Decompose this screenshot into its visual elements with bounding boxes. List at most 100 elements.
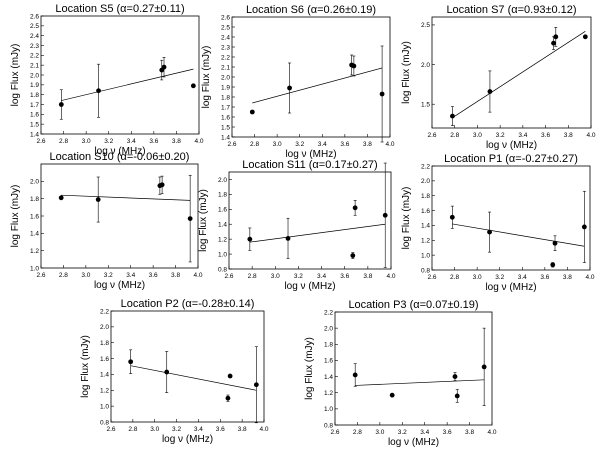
x-tick-label: 3.4 <box>420 429 429 436</box>
x-tick-label: 3.2 <box>295 141 304 148</box>
x-axis-label: log ν (MHz) <box>284 281 335 292</box>
y-tick-label: 2.0 <box>30 72 39 79</box>
data-point <box>553 34 559 40</box>
data-point <box>582 34 588 40</box>
panel-title-alpha: (α=0.93±0.12) <box>508 4 577 16</box>
y-tick-label: 2.2 <box>100 308 109 315</box>
data-point <box>382 212 388 218</box>
data-point <box>249 109 255 115</box>
x-tick-label: 2.8 <box>59 138 68 145</box>
x-tick-label: 3.6 <box>340 273 349 280</box>
x-tick-label: 4.0 <box>586 132 595 139</box>
x-tick-label: 3.0 <box>473 274 482 281</box>
data-point <box>190 83 196 89</box>
plot-frame <box>110 310 265 423</box>
y-axis-label: log Flux (mJy) <box>401 187 412 250</box>
y-tick-label: 2.2 <box>324 309 333 316</box>
x-tick-label: 2.6 <box>224 273 233 280</box>
panel-title-alpha: (α=0.27±0.11) <box>117 3 185 15</box>
panel-3: Location S7 (α=0.93±0.12) 2.6 2.8 3.0 3.2 3.4… <box>401 4 596 151</box>
x-axis-label: log ν (MHz) <box>94 146 145 157</box>
x-tick-label: 4.0 <box>193 272 202 279</box>
x-tick-label: 4.0 <box>385 141 394 148</box>
y-tick-label: 2.0 <box>218 177 227 184</box>
data-point <box>287 85 292 91</box>
y-tick-label: 0.8 <box>218 266 227 273</box>
x-tick-label: 3.2 <box>495 274 504 281</box>
y-tick-label: 1.7 <box>221 104 230 111</box>
y-tick-label: 2.2 <box>421 163 430 170</box>
panel-8: Location P3 (α=0.07±0.19) 2.6 2.8 3.0 3.2 3.4… <box>304 299 497 448</box>
data-point <box>450 113 455 119</box>
x-tick-label: 3.4 <box>127 138 136 145</box>
plot-frame <box>334 311 493 426</box>
panel-title: Location S6 (α=0.26±0.19) <box>246 4 376 16</box>
y-tick-label: 1.2 <box>30 248 39 255</box>
y-tick-label: 1.8 <box>100 340 109 347</box>
x-tick-label: 3.8 <box>564 132 573 139</box>
y-tick-label: 1.2 <box>421 238 430 245</box>
x-tick-label: 2.8 <box>450 274 459 281</box>
x-tick-label: 2.6 <box>427 274 436 281</box>
y-tick-label: 0.8 <box>100 419 109 426</box>
y-axis-label: log Flux (mJy) <box>304 337 315 400</box>
data-point <box>351 63 357 69</box>
plot-frame <box>228 171 392 270</box>
x-tick-label: 3.4 <box>317 273 326 280</box>
data-point <box>552 240 558 246</box>
x-tick-label: 2.8 <box>248 273 257 280</box>
panel-title: Location P1 (α=-0.27±0.27) <box>444 153 578 165</box>
y-tick-label: 1.0 <box>100 403 109 410</box>
y-tick-label: 2.3 <box>221 44 230 51</box>
data-point <box>164 369 170 375</box>
data-point <box>187 216 193 222</box>
x-tick-label: 2.8 <box>353 429 362 436</box>
panel-title-location: Location S11 <box>242 159 308 171</box>
x-tick-label: 3.6 <box>541 132 550 139</box>
fit-line <box>252 67 383 104</box>
y-tick-label: 1.0 <box>218 251 227 258</box>
panel-5: Location S11 (α=0.17±0.27) 2.6 2.8 3.0 3.2 3.… <box>198 159 396 292</box>
y-tick-label: 2.6 <box>30 13 39 20</box>
y-tick-label: 1.0 <box>324 406 333 413</box>
x-tick-label: 3.2 <box>496 132 505 139</box>
fit-line <box>452 223 585 247</box>
y-tick-label: 2.6 <box>221 14 230 21</box>
x-tick-label: 3.2 <box>294 273 303 280</box>
x-tick-label: 2.8 <box>128 426 137 433</box>
x-tick-label: 3.4 <box>518 132 527 139</box>
panel-title: Location S5 (α=0.27±0.11) <box>55 3 184 15</box>
y-tick-label: 1.7 <box>30 102 39 109</box>
y-tick-label: 1.8 <box>30 196 39 203</box>
data-point <box>58 195 64 201</box>
y-tick-label: 1.4 <box>30 131 39 138</box>
x-tick-label: 3.6 <box>340 141 349 148</box>
y-tick-label: 1.4 <box>100 372 109 379</box>
data-point <box>481 364 487 370</box>
y-tick-label: 1.4 <box>324 374 333 381</box>
y-tick-label: 2.2 <box>30 53 39 60</box>
fit-line <box>249 223 386 243</box>
data-point <box>379 91 385 97</box>
panel-title-alpha: (α=0.26±0.19) <box>307 4 376 16</box>
y-tick-label: 2.4 <box>30 33 39 40</box>
y-tick-label: 2.5 <box>221 24 230 31</box>
panel-7: Location P2 (α=-0.28±0.14) 2.6 2.8 3.0 3.2 3.… <box>80 298 269 445</box>
x-tick-label: 4.0 <box>259 426 268 433</box>
x-axis-label: log ν (MHz) <box>388 437 439 448</box>
x-tick-label: 2.6 <box>427 132 436 139</box>
x-tick-label: 3.2 <box>398 429 407 436</box>
y-tick-label: 1.2 <box>100 388 109 395</box>
data-point <box>225 395 231 401</box>
x-tick-label: 4.0 <box>194 138 203 145</box>
y-tick-label: 2.1 <box>30 62 39 69</box>
x-tick-label: 2.6 <box>36 272 45 279</box>
x-tick-label: 3.4 <box>126 272 135 279</box>
x-tick-label: 2.6 <box>106 426 115 433</box>
fit-line <box>130 365 257 391</box>
y-tick-label: 1.5 <box>30 121 39 128</box>
data-point <box>350 253 356 258</box>
y-tick-label: 1.4 <box>221 134 230 141</box>
panel-title: Location S7 (α=0.93±0.12) <box>446 4 576 16</box>
panel-title-location: Location S7 <box>446 4 507 16</box>
